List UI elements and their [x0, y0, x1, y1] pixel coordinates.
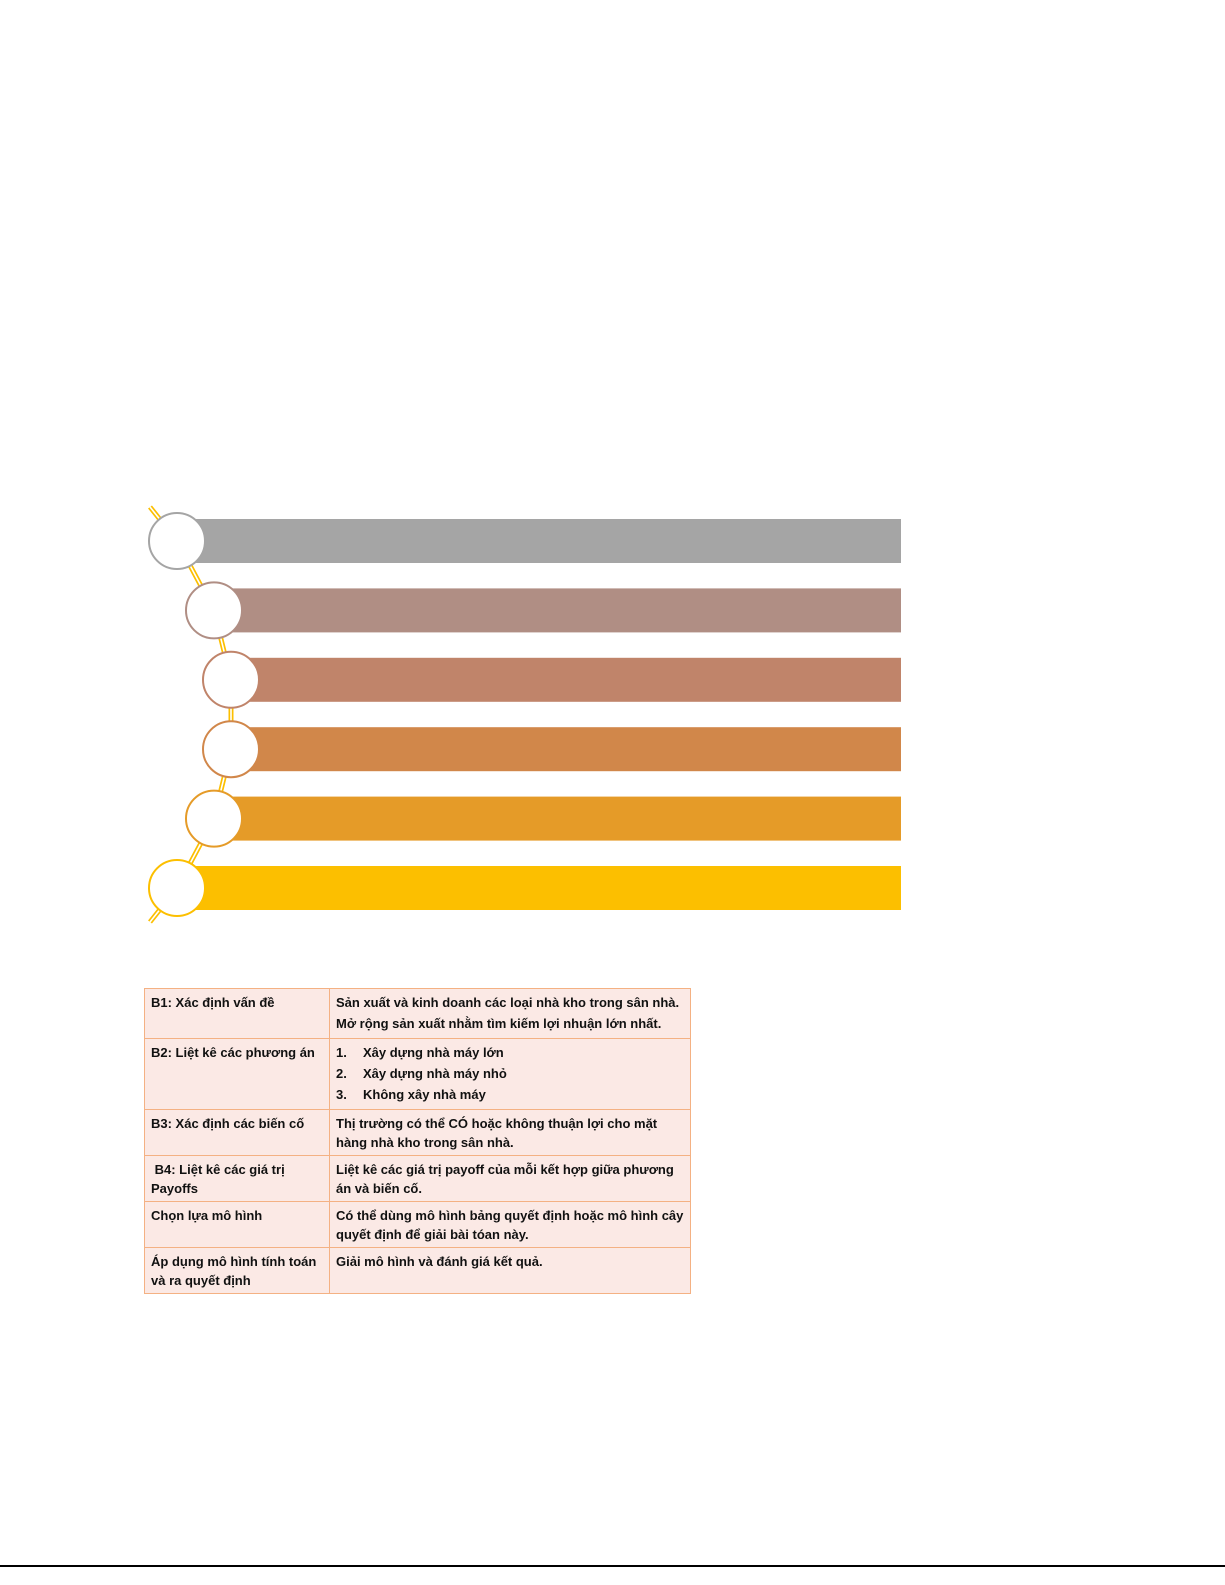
step-bar: [177, 519, 901, 563]
table-row: B4: Liệt kê các giá trị Payoffs Liệt kê …: [144, 1155, 691, 1202]
list-text: Không xây nhà máy: [363, 1087, 486, 1102]
step-circle: [185, 789, 243, 848]
list-text: Xây dựng nhà máy lớn: [363, 1045, 504, 1060]
content-cell: Giải mô hình và đánh giá kết quả.: [329, 1247, 691, 1294]
list-item: 3. Không xây nhà máy: [336, 1085, 684, 1104]
step-cell: B2: Liệt kê các phương án: [144, 1038, 330, 1110]
step-cell: B3: Xác định các biến cố: [144, 1109, 330, 1156]
step-bar: [214, 796, 901, 841]
page-bottom-rule: [0, 1565, 1225, 1567]
table-row: B3: Xác định các biến cố Thị trường có t…: [144, 1109, 691, 1156]
content-cell: Sản xuất và kinh doanh các loại nhà kho …: [329, 988, 691, 1039]
list-number: 1.: [336, 1045, 347, 1060]
step-cell: Chọn lựa mô hình: [144, 1201, 330, 1248]
list-number: 2.: [336, 1066, 347, 1081]
list-item: 2. Xây dựng nhà máy nhỏ: [336, 1064, 684, 1083]
content-cell: Liệt kê các giá trị payoff của mỗi kết h…: [329, 1155, 691, 1202]
step-circle: [148, 859, 206, 917]
step-cell: Áp dụng mô hình tính toán và ra quyết đị…: [144, 1247, 330, 1294]
step-bar: [177, 866, 901, 910]
list-text: Xây dựng nhà máy nhỏ: [363, 1066, 507, 1081]
step-circle: [202, 650, 260, 709]
connector-line: [148, 505, 234, 924]
step-circle: [185, 581, 243, 640]
content-cell: 1. Xây dựng nhà máy lớn 2. Xây dựng nhà má…: [329, 1038, 691, 1110]
table-row: B2: Liệt kê các phương án 1. Xây dựng nhà…: [144, 1038, 691, 1110]
content-cell: Thị trường có thể CÓ hoặc không thuận lợ…: [329, 1109, 691, 1156]
list-number: 3.: [336, 1087, 347, 1102]
step-bar: [231, 657, 901, 702]
table-row: Áp dụng mô hình tính toán và ra quyết đị…: [144, 1247, 691, 1294]
content-text: Mở rộng sản xuất nhằm tìm kiếm lợi nhuận…: [336, 1016, 662, 1031]
step-circle: [202, 720, 260, 779]
table-row: Chọn lựa mô hình Có thể dùng mô hình bản…: [144, 1201, 691, 1248]
step-cell: B4: Liệt kê các giá trị Payoffs: [144, 1155, 330, 1202]
process-diagram: [148, 505, 901, 924]
step-bar: [214, 588, 901, 633]
step-cell: B1: Xác định vấn đề: [144, 988, 330, 1039]
content-cell: Có thể dùng mô hình bảng quyết định hoặc…: [329, 1201, 691, 1248]
decision-steps-table: B1: Xác định vấn đề Sản xuất và kinh doa…: [144, 988, 691, 1294]
table-row: B1: Xác định vấn đề Sản xuất và kinh doa…: [144, 988, 691, 1039]
list-item: 1. Xây dựng nhà máy lớn: [336, 1043, 684, 1062]
step-bar: [231, 727, 901, 772]
step-circle: [148, 512, 206, 570]
content-text: Sản xuất và kinh doanh các loại nhà kho …: [336, 995, 680, 1010]
